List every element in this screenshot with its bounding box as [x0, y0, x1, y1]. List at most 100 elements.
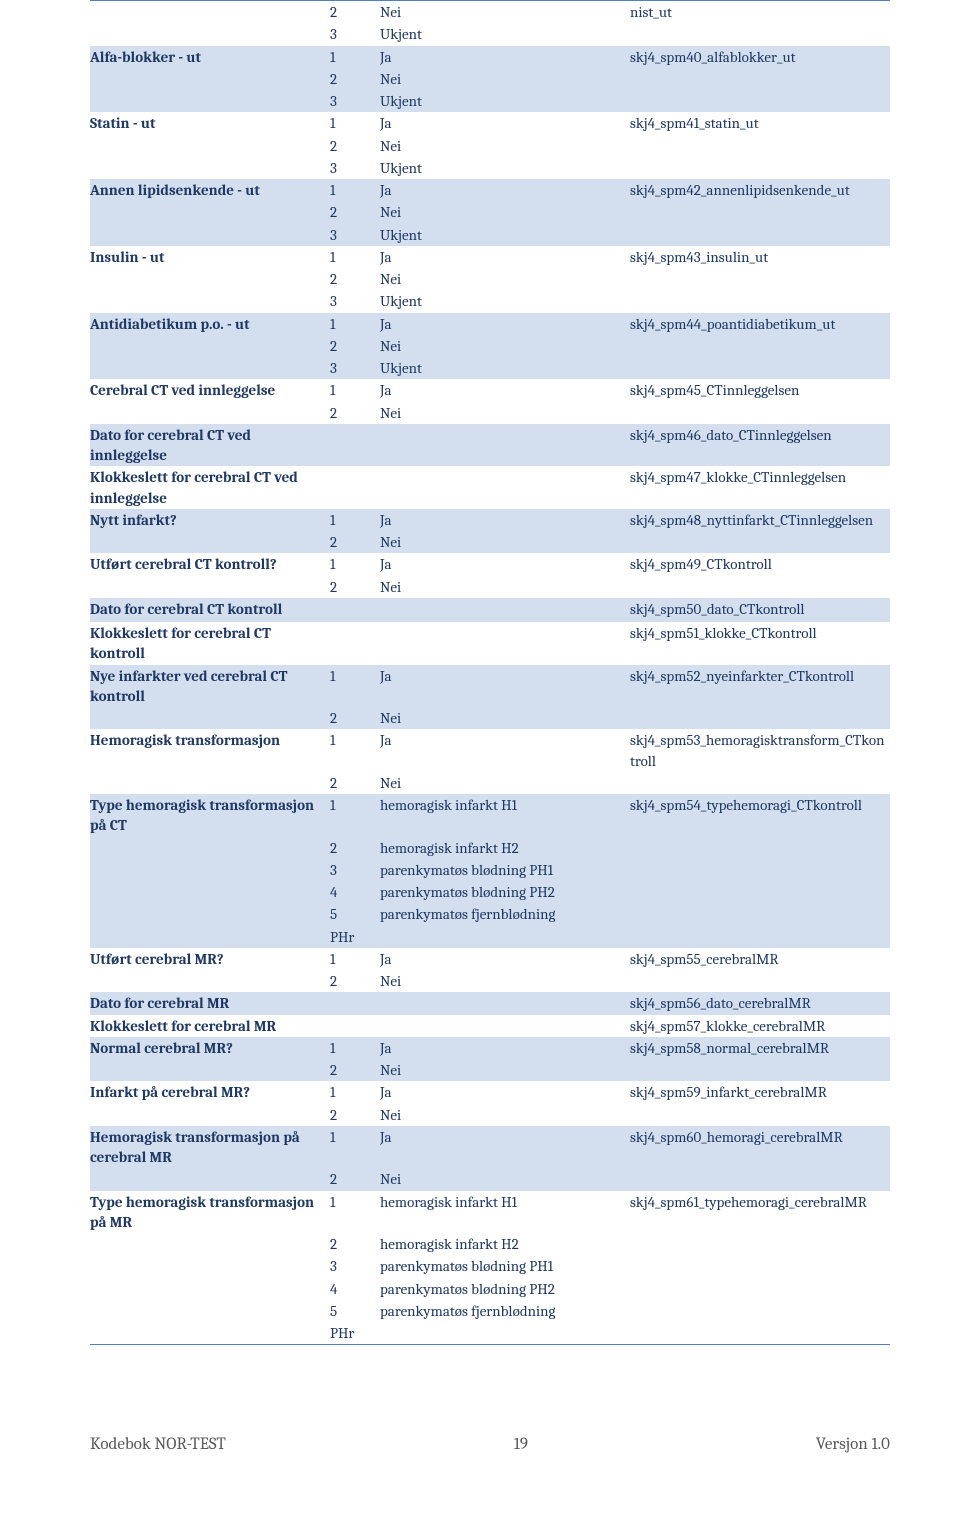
table-row: Dato for cerebral MRskj4_spm56_dato_cere…	[90, 992, 890, 1014]
code-value: 3	[330, 859, 380, 881]
variable-name	[630, 859, 890, 881]
code-value: 4	[330, 1278, 380, 1300]
variable-label: Insulin - ut	[90, 246, 330, 268]
code-value: 1	[330, 313, 380, 335]
footer-left: Kodebok NOR-TEST	[90, 1435, 226, 1454]
variable-name: skj4_spm47_klokke_CTinnleggelsen	[630, 466, 890, 509]
variable-name: skj4_spm45_CTinnleggelsen	[630, 379, 890, 401]
variable-name: skj4_spm56_dato_cerebralMR	[630, 992, 890, 1014]
variable-name	[630, 68, 890, 90]
code-label: parenkymatøs blødning PH2	[380, 1278, 630, 1300]
code-label: Nei	[380, 1059, 630, 1081]
code-value: 2	[330, 1233, 380, 1255]
table-row: 2Nei	[90, 707, 890, 729]
variable-name	[630, 926, 890, 948]
variable-label: Infarkt på cerebral MR?	[90, 1081, 330, 1103]
variable-name: skj4_spm44_poantidiabetikum_ut	[630, 313, 890, 335]
code-label: Ukjent	[380, 157, 630, 179]
table-row: Dato for cerebral CT kontrollskj4_spm50_…	[90, 598, 890, 620]
variable-label	[90, 881, 330, 903]
code-value: PHr	[330, 926, 380, 948]
code-value: 3	[330, 23, 380, 45]
code-value: 4	[330, 881, 380, 903]
code-value: 2	[330, 837, 380, 859]
code-label: Nei	[380, 201, 630, 223]
variable-label: Normal cerebral MR?	[90, 1037, 330, 1059]
table-row: 3parenkymatøs blødning PH1	[90, 1255, 890, 1277]
table-row: 2Nei	[90, 135, 890, 157]
code-value: 1	[330, 379, 380, 401]
code-value	[330, 424, 380, 467]
variable-label	[90, 335, 330, 357]
code-label: parenkymatøs blødning PH2	[380, 881, 630, 903]
code-value: 2	[330, 268, 380, 290]
code-value: 1	[330, 729, 380, 772]
code-value: 2	[330, 576, 380, 598]
code-value: 3	[330, 290, 380, 312]
variable-label	[90, 772, 330, 794]
code-label	[380, 622, 630, 665]
code-value: 1	[330, 1037, 380, 1059]
variable-name: skj4_spm52_nyeinfarkter_CTkontroll	[630, 665, 890, 708]
table-row: 2Nei	[90, 68, 890, 90]
variable-name	[630, 837, 890, 859]
variable-label: Type hemoragisk transformasjon på MR	[90, 1191, 330, 1234]
code-label: Ja	[380, 379, 630, 401]
variable-label	[90, 903, 330, 925]
table-row: 2hemoragisk infarkt H2	[90, 837, 890, 859]
code-label	[380, 1322, 630, 1344]
code-label: hemoragisk infarkt H1	[380, 1191, 630, 1234]
variable-label: Cerebral CT ved innleggelse	[90, 379, 330, 401]
variable-name	[630, 707, 890, 729]
code-value: 2	[330, 707, 380, 729]
code-label: Ukjent	[380, 357, 630, 379]
variable-label	[90, 402, 330, 424]
code-value: 1	[330, 665, 380, 708]
code-label: Ja	[380, 1081, 630, 1103]
variable-label	[90, 707, 330, 729]
variable-name: skj4_spm43_insulin_ut	[630, 246, 890, 268]
variable-label	[90, 1255, 330, 1277]
code-label: Nei	[380, 576, 630, 598]
table-row: Utført cerebral CT kontroll?1Jaskj4_spm4…	[90, 553, 890, 575]
variable-label	[90, 1233, 330, 1255]
variable-name: skj4_spm46_dato_CTinnleggelsen	[630, 424, 890, 467]
code-value: 2	[330, 1, 380, 23]
code-label: Ukjent	[380, 290, 630, 312]
variable-label: Type hemoragisk transformasjon på CT	[90, 794, 330, 837]
variable-label	[90, 1168, 330, 1190]
variable-name	[630, 970, 890, 992]
code-label	[380, 992, 630, 1014]
variable-label	[90, 290, 330, 312]
variable-name	[630, 402, 890, 424]
variable-name	[630, 881, 890, 903]
code-label: Ja	[380, 179, 630, 201]
variable-label: Annen lipidsenkende - ut	[90, 179, 330, 201]
variable-name	[630, 23, 890, 45]
variable-label	[90, 1278, 330, 1300]
code-value: 1	[330, 46, 380, 68]
code-value	[330, 598, 380, 620]
table-row: Normal cerebral MR?1Jaskj4_spm58_normal_…	[90, 1037, 890, 1059]
variable-name	[630, 335, 890, 357]
table-row: 5parenkymatøs fjernblødning	[90, 1300, 890, 1322]
code-label: Ja	[380, 553, 630, 575]
table-row: Dato for cerebral CT ved innleggelseskj4…	[90, 424, 890, 467]
variable-label	[90, 970, 330, 992]
code-value: 1	[330, 246, 380, 268]
variable-label	[90, 1, 330, 23]
table-row: PHr	[90, 926, 890, 948]
code-label	[380, 1015, 630, 1037]
variable-name	[630, 157, 890, 179]
variable-label	[90, 157, 330, 179]
code-label: Ukjent	[380, 224, 630, 246]
table-row: Hemoragisk transformasjon1Jaskj4_spm53_h…	[90, 729, 890, 772]
variable-label: Klokkeslett for cerebral CT kontroll	[90, 622, 330, 665]
variable-name: skj4_spm53_hemoragisktransform_CTkontrol…	[630, 729, 890, 772]
variable-label: Hemoragisk transformasjon	[90, 729, 330, 772]
variable-label	[90, 531, 330, 553]
table-row: 3Ukjent	[90, 90, 890, 112]
variable-name	[630, 1168, 890, 1190]
variable-name: skj4_spm48_nyttinfarkt_CTinnleggelsen	[630, 509, 890, 531]
variable-label	[90, 90, 330, 112]
